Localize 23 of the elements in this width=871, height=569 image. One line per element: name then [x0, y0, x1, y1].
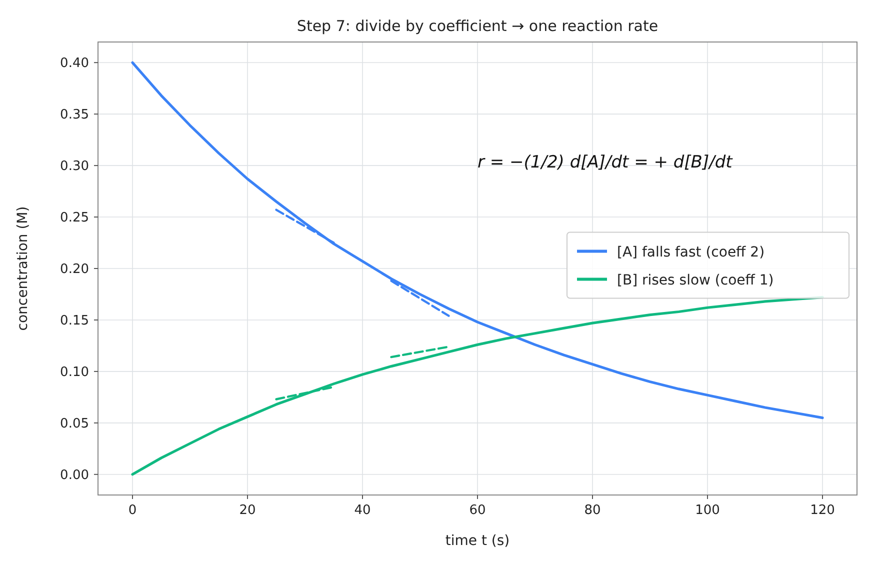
line-series [131, 61, 824, 420]
x-axis-title: time t (s) [445, 533, 510, 549]
y-tick-label: 0.05 [60, 416, 89, 432]
x-tick-label: 120 [810, 503, 835, 518]
chart-title: Step 7: divide by coefficient → one reaction rate [296, 17, 658, 35]
y-tick-label: 0.35 [60, 108, 89, 123]
y-tick-label: 0.00 [60, 468, 89, 483]
x-tick-label: 60 [469, 503, 486, 518]
y-tick-label: 0.20 [60, 262, 89, 277]
y-tick-label: 0.40 [60, 56, 89, 72]
y-tick-label: 0.25 [60, 210, 89, 226]
x-tick-label: 20 [239, 503, 256, 518]
y-tick-label: 0.30 [60, 159, 89, 174]
y-tick-label: 0.15 [60, 313, 89, 328]
y-tick-label: 0.10 [60, 364, 89, 380]
x-tick-label: 100 [695, 503, 720, 518]
legend-label: [B] rises slow (coeff 1) [617, 272, 774, 288]
y-axis-title: concentration (M) [15, 206, 31, 331]
annotation: r = −(1/2) d[A]/dt = + d[B]/dt [478, 152, 734, 173]
x-tick-label: 80 [584, 503, 601, 518]
x-tick-label: 0 [128, 503, 137, 518]
legend-label: [A] falls fast (coeff 2) [617, 244, 765, 260]
x-tick-label: 40 [354, 503, 371, 518]
